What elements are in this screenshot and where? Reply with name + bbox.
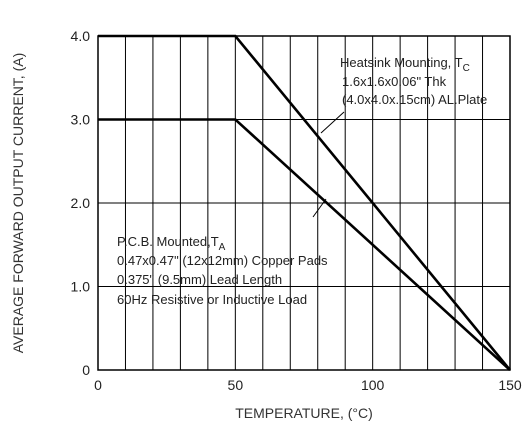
series-line-1: [98, 34, 512, 371]
pcb-lead: 0.375" (9.5mm) Lead Length: [117, 272, 282, 287]
y-axis-label: AVERAGE FORWARD OUTPUT CURRENT, (A): [10, 53, 26, 354]
x-tick-label: 150: [498, 377, 522, 393]
pcb-title: P.C.B. Mounted,TA: [117, 234, 226, 253]
grid: [98, 36, 510, 370]
x-tick-label: 0: [94, 377, 102, 393]
series-line-2: [98, 118, 511, 371]
heatsink-dims: 1.6x1.6x0.06" Thk: [342, 74, 447, 89]
tick-labels: 0 50 100 150 0 1.0 2.0 3.0 4.0: [71, 28, 522, 393]
pcb-load: 60Hz Resistive or Inductive Load: [117, 292, 307, 307]
plot-frame: [97, 35, 511, 371]
heatsink-title: Heatsink Mounting, TC: [340, 55, 470, 74]
pcb-pads: 0.47x0.47" (12x12mm) Copper Pads: [117, 253, 328, 268]
x-tick-label: 50: [228, 377, 244, 393]
heatsink-leader: [320, 111, 345, 134]
y-tick-label: 1.0: [71, 279, 91, 295]
y-tick-label: 4.0: [71, 28, 91, 44]
y-tick-label: 2.0: [71, 195, 91, 211]
y-tick-label: 3.0: [71, 112, 91, 128]
pcb-annotation: P.C.B. Mounted,TA 0.47x0.47" (12x12mm) C…: [117, 198, 328, 307]
x-tick-label: 100: [361, 377, 385, 393]
series-lines: [98, 34, 512, 371]
heatsink-annotation: Heatsink Mounting, TC 1.6x1.6x0.06" Thk …: [320, 55, 487, 134]
x-axis-label: TEMPERATURE, (°C): [235, 405, 373, 421]
heatsink-plate: (4.0x4.0x.15cm) AL.Plate: [342, 92, 487, 107]
pcb-leader: [312, 198, 327, 218]
y-tick-label: 0: [82, 362, 90, 378]
